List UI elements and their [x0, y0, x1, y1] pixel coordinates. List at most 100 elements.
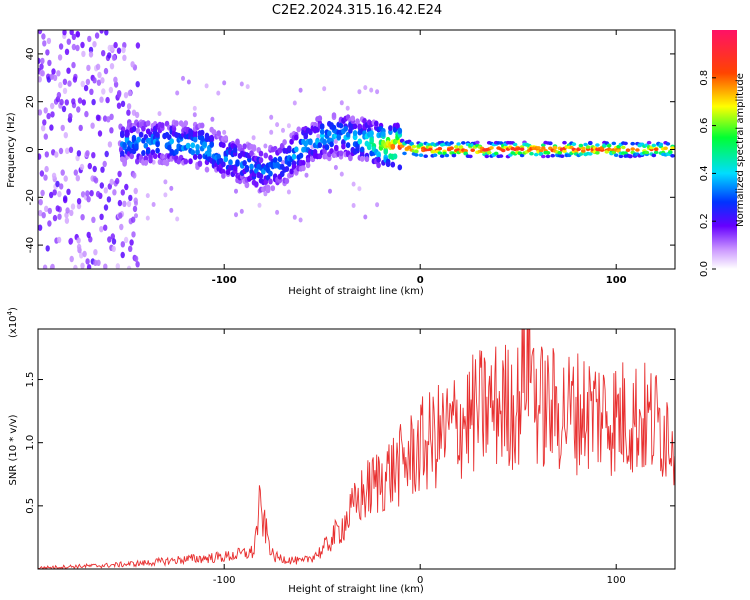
spectrogram-cell — [210, 116, 215, 122]
spectrogram-cell — [101, 50, 106, 57]
spectrogram-cell — [197, 153, 203, 160]
spectrogram-cell — [588, 141, 593, 146]
spectrogram-cell — [42, 264, 48, 269]
spectrogram-cell — [135, 42, 141, 49]
spectrogram-cell — [63, 132, 68, 139]
spectrogram-cell — [437, 146, 443, 151]
spectrogram-cell — [653, 150, 659, 155]
spectrogram-cell — [109, 178, 114, 186]
spectrogram-cell — [97, 71, 102, 79]
spectrogram-cell — [38, 109, 43, 116]
spectrogram-cell — [69, 30, 74, 36]
spectrogram-cell — [87, 162, 93, 170]
spectrogram-cell — [124, 183, 129, 191]
spectrogram-cell — [76, 237, 81, 244]
spectrogram-cell — [559, 154, 565, 158]
spectrogram-cell — [585, 145, 591, 149]
spectrogram-cell — [145, 120, 151, 127]
spectrogram-cell — [418, 143, 424, 147]
spectrogram-cell — [363, 214, 368, 220]
spectrogram-cell — [58, 147, 64, 155]
spectrogram-cell — [126, 109, 131, 116]
snr-y-tick-label: 0.5 — [25, 498, 36, 514]
spectrogram-cell — [195, 144, 200, 150]
snr-x-label: Height of straight line (km) — [288, 584, 424, 595]
spectrogram-cell — [66, 38, 72, 45]
spectrogram-cell — [185, 142, 191, 149]
spectrogram-cell — [190, 149, 196, 156]
spectrogram-cell — [79, 252, 84, 259]
spectrogram-cell — [432, 153, 438, 157]
spectrogram-cell — [199, 129, 205, 136]
spectrogram-cell — [52, 74, 58, 82]
spectrogram-cell — [253, 167, 259, 174]
spectrogram-cell — [151, 202, 156, 207]
spectrogram-cell — [562, 140, 567, 145]
spectrogram-cell — [132, 205, 138, 213]
spectrogram-cell — [107, 236, 112, 243]
spectrogram-cell — [115, 263, 120, 269]
spectrogram-cell — [104, 30, 109, 36]
spectrogram-cell — [84, 110, 89, 118]
spectrogram-cell — [244, 166, 250, 173]
spectrogram-cell — [225, 169, 231, 176]
spectrogram-cell — [57, 190, 62, 198]
spectrogram-cell — [192, 105, 197, 111]
spectrogram-cell — [41, 212, 46, 219]
spectrogram-cell — [270, 185, 276, 192]
spectrogram-cell — [155, 132, 160, 138]
spectrogram-x-tick-label: 100 — [606, 275, 627, 286]
spectrogram-cell — [204, 83, 209, 89]
spectrogram-cell — [109, 127, 114, 134]
spectrogram-cell — [111, 238, 117, 245]
spectrogram-cell — [99, 30, 104, 34]
spectrogram-cell — [174, 120, 179, 127]
spectrogram-cell — [120, 150, 125, 157]
spectrogram-cell — [88, 51, 94, 58]
spectrogram-cell — [298, 87, 303, 93]
spectrogram-cell — [38, 199, 43, 206]
spectrogram-cell — [42, 119, 47, 126]
spectrogram-cell — [52, 189, 57, 196]
spectrogram-cell — [242, 143, 247, 150]
spectrogram-cell — [76, 150, 82, 157]
spectrogram-cell — [145, 215, 150, 221]
spectrogram-cell — [113, 41, 118, 49]
spectrogram-cell — [357, 123, 363, 130]
spectrogram-cell — [409, 141, 414, 146]
spectrogram-cell — [327, 130, 332, 137]
spectrogram-cell — [143, 142, 149, 149]
spectrogram-cell — [43, 174, 48, 181]
spectrogram-cell — [519, 147, 525, 151]
spectrogram-cell — [92, 41, 97, 48]
spectrogram-cell — [533, 152, 539, 157]
snr-series-line — [38, 329, 675, 569]
spectrogram-cell — [381, 131, 386, 138]
spectrogram-cell — [91, 152, 96, 159]
spectrogram-cell — [99, 96, 104, 103]
spectrogram-cell — [221, 161, 226, 168]
spectrogram-cell — [49, 124, 54, 131]
spectrogram-cell — [99, 213, 104, 220]
spectrogram-cell — [100, 77, 105, 84]
spectrogram-cell — [338, 150, 344, 157]
spectrogram-y-label: Frequency (Hz) — [6, 112, 17, 188]
spectrogram-cell — [78, 124, 83, 132]
spectrogram-cell — [57, 54, 63, 61]
spectrogram-cell — [123, 92, 129, 99]
spectrogram-y-tick-label: -20 — [25, 189, 36, 205]
spectrogram-cell — [95, 190, 101, 198]
colorbar-tick-label: 0.8 — [699, 70, 710, 86]
spectrogram-cell — [287, 145, 292, 152]
spectrogram-cell — [628, 154, 633, 158]
spectrogram-cell — [57, 213, 62, 220]
spectrogram-cell — [623, 141, 628, 146]
spectrogram-cell — [120, 100, 126, 108]
spectrogram-cell — [163, 192, 168, 198]
spectrogram-cell — [197, 160, 203, 167]
spectrogram-cell — [121, 46, 126, 54]
spectrogram-cell — [50, 102, 55, 110]
spectrogram-cell — [59, 183, 64, 190]
spectrogram-cell — [183, 158, 189, 165]
spectrogram-cell — [62, 87, 68, 95]
